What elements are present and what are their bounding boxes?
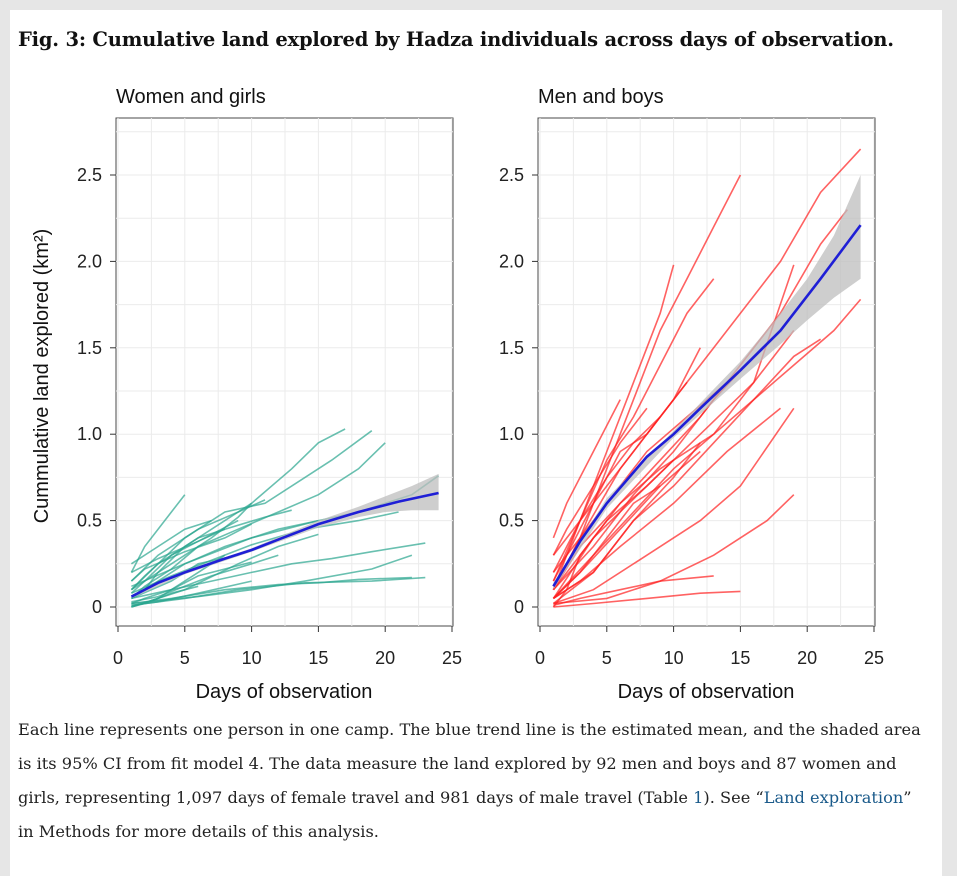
figure-title: Fig. 3: Cumulative land explored by Hadz…: [18, 28, 894, 51]
individual-line: [131, 519, 319, 588]
individual-line: [130, 430, 373, 591]
x-tick-label: 5: [180, 648, 190, 668]
land-exploration-link[interactable]: Land exploration: [763, 788, 904, 807]
y-tick-label: 2.5: [77, 165, 102, 185]
individual-line: [553, 494, 795, 605]
x-tick-label: 10: [242, 648, 262, 668]
left-panel-title: Women and girls: [116, 86, 266, 108]
trend-line: [552, 224, 862, 587]
y-tick-label: 2.0: [77, 251, 102, 271]
individual-line: [131, 511, 399, 594]
caption-text-3: ” in Methods for more details of this an…: [18, 788, 912, 841]
individual-line: [552, 407, 782, 600]
individual-line: [552, 399, 621, 539]
individual-line: [552, 485, 661, 599]
left-x-axis-label: Days of observation: [196, 681, 373, 703]
individual-line: [552, 442, 701, 605]
individual-line: [552, 416, 661, 582]
right-panel-title: Men and boys: [538, 86, 664, 108]
individual-line: [131, 554, 413, 605]
individual-line: [553, 590, 741, 608]
individual-line: [130, 519, 239, 594]
x-tick-label: 0: [535, 648, 545, 668]
table-link[interactable]: 1: [693, 788, 704, 807]
caption-text-2: ). See “: [703, 788, 764, 807]
caption-text-1: Each line represents one person in one c…: [18, 720, 921, 807]
x-tick-label: 0: [113, 648, 123, 668]
y-tick-label: 2.5: [499, 165, 524, 185]
individual-line: [552, 148, 862, 591]
y-tick-label: 1.0: [499, 424, 524, 444]
y-tick-label: 2.0: [499, 251, 524, 271]
x-tick-label: 10: [664, 648, 684, 668]
y-tick-label: 0: [514, 597, 524, 617]
x-tick-label: 15: [308, 648, 328, 668]
individual-line: [130, 442, 386, 599]
y-axis-label: Cummulative land explored (km²): [31, 229, 53, 524]
individual-line: [553, 407, 795, 605]
individual-line: [130, 523, 252, 582]
x-tick-label: 25: [442, 648, 462, 668]
trend-line: [130, 491, 439, 598]
individual-line: [552, 174, 742, 591]
y-tick-label: 1.5: [499, 338, 524, 358]
individual-line: [130, 519, 212, 565]
figure-caption: Each line represents one person in one c…: [18, 713, 923, 849]
y-tick-label: 0: [92, 597, 102, 617]
left-individual-lines: [130, 428, 440, 608]
right-individual-lines: [552, 148, 862, 608]
individual-line: [553, 575, 714, 607]
individual-line: [131, 561, 252, 608]
right-x-axis-label: Days of observation: [618, 681, 795, 703]
individual-line: [131, 554, 279, 603]
y-tick-label: 1.5: [77, 338, 102, 358]
y-tick-label: 1.0: [77, 424, 102, 444]
charts-svg: Women and girls Men and boys Days of obs…: [31, 86, 884, 703]
y-tick-label: 0.5: [77, 511, 102, 531]
x-tick-label: 15: [730, 648, 750, 668]
individual-line: [552, 459, 675, 608]
x-tick-label: 20: [375, 648, 395, 668]
x-tick-label: 25: [864, 648, 884, 668]
x-tick-label: 20: [797, 648, 817, 668]
individual-line: [552, 407, 648, 556]
left-grid: [116, 118, 453, 626]
x-tick-label: 5: [602, 648, 612, 668]
y-tick-label: 0.5: [499, 511, 524, 531]
